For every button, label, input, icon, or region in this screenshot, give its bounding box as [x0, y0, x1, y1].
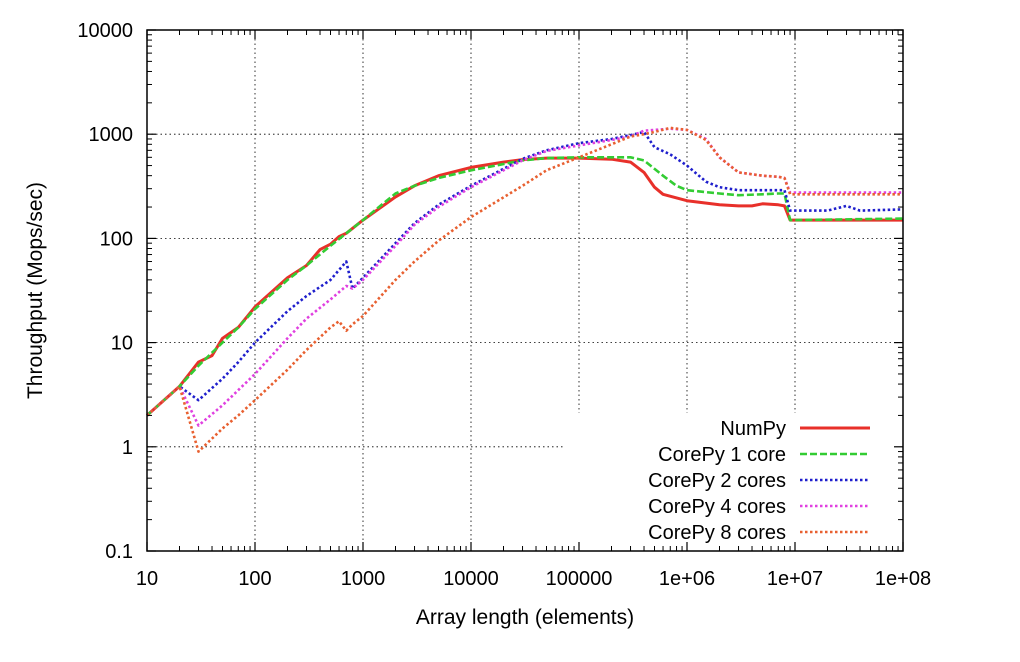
- legend: NumPy CorePy 1 core CorePy 2 cores CorePy 4…: [648, 418, 870, 544]
- y-tick-label: 1000: [89, 124, 134, 146]
- x-tick-label: 100: [238, 568, 271, 590]
- y-tick-label: 0.1: [105, 541, 133, 563]
- axis-ticks: 10 100 1000 10000 100000 1e+06 1e+07 1e+08 0.1 1 1…: [77, 20, 931, 590]
- x-tick-label: 1e+06: [659, 568, 715, 590]
- x-tick-label: 10000: [443, 568, 499, 590]
- legend-label: CorePy 4 cores: [648, 496, 786, 518]
- x-tick-label: 100000: [546, 568, 613, 590]
- y-tick-label: 10: [111, 333, 133, 355]
- x-axis-label: Array length (elements): [416, 606, 634, 629]
- legend-background: [565, 413, 901, 553]
- series-lines: [146, 126, 904, 453]
- series-line-3: [146, 130, 904, 417]
- y-axis-label: Throughput (Mops/sec): [24, 182, 47, 399]
- series-line-2: [146, 156, 904, 417]
- legend-label: CorePy 2 cores: [648, 470, 786, 492]
- x-tick-label: 10: [136, 568, 158, 590]
- y-tick-label: 1: [122, 437, 133, 459]
- grid-lines: [147, 30, 903, 551]
- x-tick-label: 1e+07: [767, 568, 823, 590]
- legend-label: CorePy 1 core: [658, 444, 786, 466]
- x-tick-label: 1000: [341, 568, 386, 590]
- legend-label: CorePy 8 cores: [648, 522, 786, 544]
- y-tick-label: 100: [100, 228, 133, 250]
- series-line-1: [146, 156, 903, 417]
- series-line-4: [146, 127, 903, 427]
- series-line-5: [146, 126, 903, 453]
- plot-frame: [146, 29, 904, 552]
- x-tick-label: 1e+08: [875, 568, 931, 590]
- legend-label: NumPy: [720, 418, 786, 440]
- y-tick-label: 10000: [77, 20, 133, 42]
